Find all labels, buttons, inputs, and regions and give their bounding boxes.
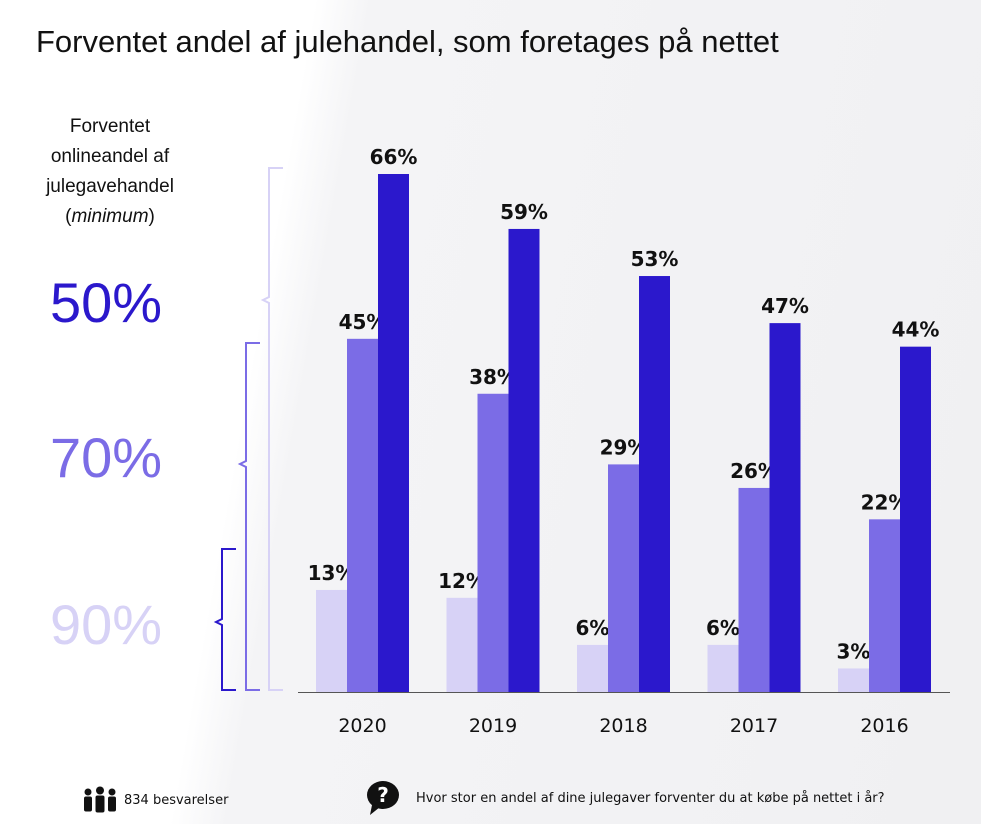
survey-question: Hvor stor en andel af dine julegaver for…: [416, 790, 885, 806]
bar: [639, 276, 670, 692]
question-bubble-icon: ?: [367, 781, 399, 815]
bar: [838, 668, 869, 692]
legend-title-line: julegavehandel: [46, 176, 174, 197]
respondents-info: 834 besvarelser: [82, 786, 228, 814]
question-info: ? Hvor stor en andel af dine julegaver f…: [366, 780, 885, 816]
x-tick-label: 2017: [730, 715, 778, 737]
legend-paren-close: ): [148, 206, 155, 227]
legend-title: Forventet onlineandel af julegavehandel …: [20, 112, 200, 232]
data-label: 44%: [892, 318, 940, 342]
legend-title-italic: minimum: [71, 206, 149, 227]
bar: [446, 597, 478, 692]
bar: [508, 228, 540, 692]
bar: [477, 393, 509, 692]
bar: [316, 589, 347, 692]
legend-paren-open: (: [65, 206, 72, 227]
page-title: Forventet andel af julehandel, som foret…: [36, 24, 779, 59]
data-label: 59%: [500, 200, 548, 224]
brace-50: [260, 167, 283, 691]
data-label: 3%: [837, 639, 871, 663]
respondents-count: 834 besvarelser: [124, 792, 229, 808]
data-label: 47%: [761, 294, 809, 318]
brace-70: [237, 342, 260, 691]
legend-title-line: onlineandel af: [50, 146, 170, 167]
x-tick-label: 2020: [338, 715, 386, 737]
brace-90: [213, 548, 236, 691]
bar: [769, 323, 801, 692]
svg-text:?: ?: [377, 783, 389, 807]
people-icon: [84, 786, 116, 813]
legend-item-50: 50%: [50, 271, 163, 334]
bar: [378, 174, 409, 692]
bar: [869, 519, 900, 692]
bar: [738, 487, 770, 692]
x-tick-label: 2016: [860, 715, 908, 737]
bar: [900, 346, 931, 692]
data-label: 6%: [576, 616, 610, 640]
x-tick-label: 2018: [599, 715, 647, 737]
data-label: 66%: [370, 145, 418, 169]
data-label: 6%: [706, 616, 740, 640]
legend-item-70: 70%: [50, 426, 163, 489]
legend-title-line: Forventet: [69, 116, 151, 137]
legend-item-90: 90%: [50, 593, 163, 656]
legend-title-line: (minimum): [20, 202, 200, 232]
data-label: 53%: [631, 247, 679, 271]
bar: [707, 644, 739, 692]
bar: [347, 338, 378, 692]
x-tick-label: 2019: [469, 715, 517, 737]
bar: [608, 464, 639, 692]
bar: [577, 644, 608, 692]
